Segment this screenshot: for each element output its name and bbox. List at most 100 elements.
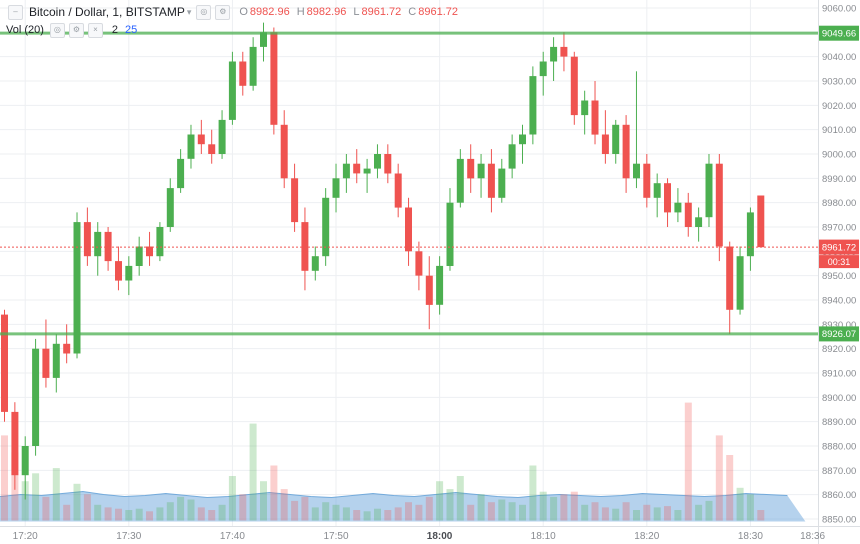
volume-bar [83, 494, 91, 521]
price-axis-label: 8910.00 [822, 369, 856, 380]
candle-series [1, 22, 765, 500]
price-axis-label: 9010.00 [822, 125, 856, 136]
candle-body [32, 348, 40, 446]
volume-bar [239, 494, 247, 521]
candle-body [757, 195, 765, 248]
candle-body [498, 168, 506, 198]
high-value: 8982.96 [306, 6, 347, 18]
candle-body [42, 348, 50, 378]
volume-series [1, 402, 765, 521]
candle-body [653, 183, 661, 198]
volume-bar [63, 504, 71, 521]
price-axis-label: 8850.00 [822, 515, 856, 526]
volume-bar [601, 507, 609, 521]
time-axis-label: 18:36 [800, 531, 825, 542]
candle-body [467, 158, 475, 179]
volume-bar [746, 494, 754, 521]
candle-body [146, 246, 153, 257]
volume-bar [539, 491, 547, 521]
candle-body [643, 163, 651, 198]
candle-body [664, 183, 671, 213]
candle-body [218, 119, 226, 154]
gear-icon[interactable]: ⚙ [68, 22, 84, 38]
candle-body [83, 222, 91, 257]
candle-body [322, 197, 330, 257]
collapse-legend-icon[interactable]: – [8, 4, 23, 20]
candle-body [177, 158, 185, 189]
candle-body [11, 411, 19, 476]
price-axis[interactable] [818, 0, 860, 544]
volume-bar [508, 502, 516, 521]
legend: – Bitcoin / Dollar, 1, BITSTAMP ▾ ◎ ⚙ O … [6, 3, 458, 39]
volume-bar [197, 507, 205, 521]
candle-body [581, 100, 589, 116]
eye-icon[interactable]: ◎ [196, 4, 212, 20]
candle-body [529, 76, 537, 135]
eye-icon[interactable]: ◎ [49, 22, 65, 38]
open-value: 8982.96 [249, 6, 290, 18]
candle-body [684, 202, 692, 227]
volume-bar [21, 481, 29, 521]
time-axis-label: 18:10 [531, 531, 556, 542]
candle-body [363, 168, 371, 174]
volume-bar [664, 506, 671, 521]
volume-bar [353, 510, 361, 521]
volume-bar [342, 507, 350, 521]
price-axis-label: 9060.00 [822, 4, 856, 15]
candle-body [260, 32, 267, 47]
volume-bar [228, 476, 236, 521]
volume-bar [456, 476, 464, 521]
candle-body [394, 173, 402, 208]
price-axis-label: 9030.00 [822, 77, 856, 88]
candle-body [705, 163, 713, 218]
volume-bar [519, 504, 526, 521]
candle-body [539, 61, 547, 77]
candle-body [425, 275, 433, 305]
volume-bar [436, 481, 444, 521]
candle-body [612, 124, 620, 154]
price-axis-label: 9040.00 [822, 52, 856, 63]
time-axis-label: 17:50 [323, 531, 348, 542]
volume-bar [394, 507, 402, 521]
candle-body [601, 134, 609, 154]
volume-bar [218, 504, 226, 521]
time-axis[interactable] [0, 526, 818, 544]
candle-body [280, 124, 288, 179]
volume-bar [736, 487, 744, 521]
time-axis-label: 18:30 [738, 531, 763, 542]
close-icon[interactable]: × [87, 22, 103, 38]
candle-body [156, 227, 164, 257]
candle-body [436, 265, 444, 305]
volume-bar [425, 496, 433, 521]
low-value: 8961.72 [361, 6, 402, 18]
open-label: O [239, 6, 248, 18]
price-axis-label: 9020.00 [822, 101, 856, 112]
candle-body [332, 178, 340, 198]
volume-indicator-label[interactable]: Vol (20) [6, 24, 44, 36]
volume-bar [363, 511, 371, 521]
volume-bar [322, 502, 330, 521]
candle-body [405, 207, 412, 252]
candle-body [21, 446, 29, 476]
symbol-title[interactable]: Bitcoin / Dollar, 1, BITSTAMP [29, 5, 185, 19]
volume-bar [612, 508, 620, 521]
volume-bar [695, 504, 703, 521]
volume-bar [581, 504, 589, 521]
chevron-down-icon[interactable]: ▾ [186, 6, 192, 17]
last-price-tag-label: 8961.72 [822, 242, 856, 253]
gear-icon[interactable]: ⚙ [215, 4, 231, 20]
volume-bar [301, 496, 309, 521]
volume-ma-value: 25 [125, 24, 138, 36]
candle-body [353, 163, 361, 174]
volume-bar [135, 508, 143, 521]
volume-bar [52, 468, 60, 521]
volume-bar [674, 510, 682, 521]
volume-bar [1, 435, 8, 521]
candle-body [456, 158, 464, 203]
price-axis-label: 9000.00 [822, 150, 856, 161]
volume-bar [146, 511, 153, 521]
price-axis-label: 8890.00 [822, 417, 856, 428]
volume-bar [487, 502, 495, 521]
candle-body [187, 134, 195, 159]
